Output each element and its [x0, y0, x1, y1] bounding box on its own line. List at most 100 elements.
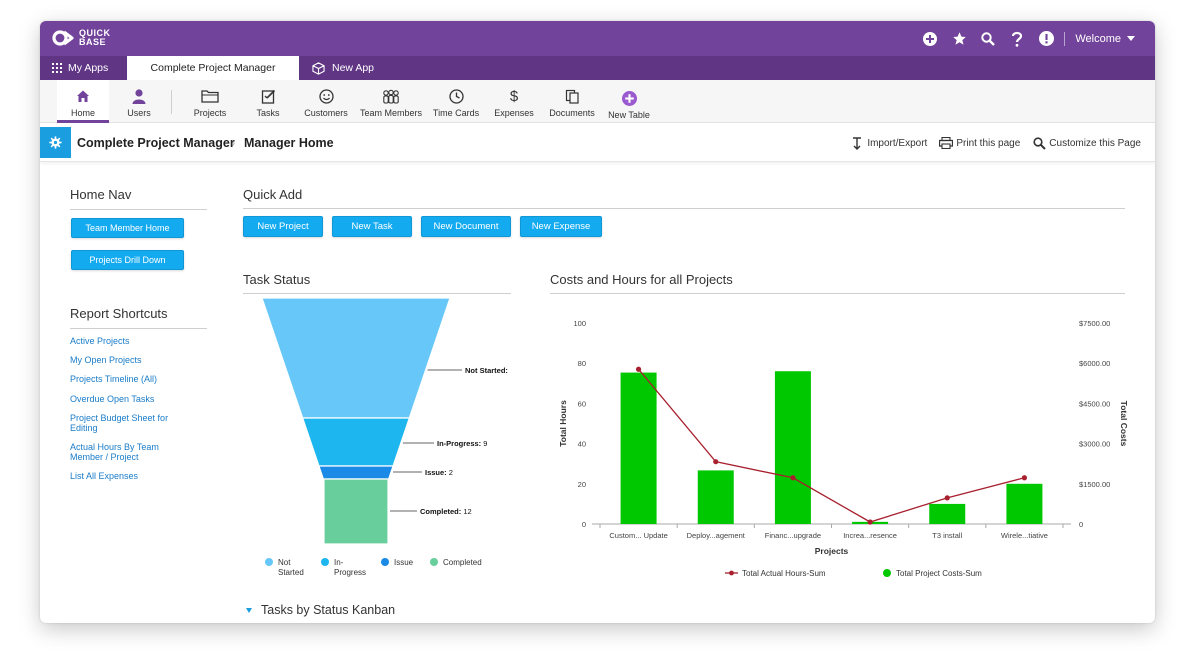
- bar: [620, 372, 657, 524]
- legend-label: Progress: [334, 568, 366, 577]
- toolbar-users[interactable]: Users: [114, 80, 164, 123]
- y2-axis-title: Total Costs: [1119, 401, 1129, 447]
- funnel-label-value: 12: [461, 507, 471, 516]
- report-shortcuts-title: Report Shortcuts: [70, 306, 168, 321]
- legend-label: Total Project Costs-Sum: [896, 569, 982, 578]
- funnel-segment-issue: [318, 465, 394, 480]
- breadcrumb-separator: ›: [232, 138, 235, 148]
- home-icon: [77, 90, 89, 102]
- link-active-projects[interactable]: Active Projects: [70, 336, 130, 346]
- toolbar-documents[interactable]: Documents: [547, 80, 597, 123]
- quickbase-logo[interactable]: QUICK BASE: [52, 28, 111, 48]
- toolbar-label: Documents: [549, 108, 595, 118]
- legend-swatch: [321, 558, 329, 566]
- toolbar-new-table[interactable]: New Table: [607, 80, 651, 123]
- costs-hours-divider: [550, 293, 1125, 294]
- toolbar-label: Expenses: [494, 108, 534, 118]
- active-app-label: Complete Project Manager: [150, 62, 276, 74]
- help-icon[interactable]: [1009, 31, 1025, 47]
- y-tick-label: 100: [573, 319, 586, 328]
- link-list-all-expenses[interactable]: List All Expenses: [70, 471, 139, 481]
- dollar-icon: $: [510, 88, 519, 104]
- x-tick-label: Deploy...agement: [687, 531, 746, 540]
- my-apps-label: My Apps: [68, 62, 109, 74]
- my-apps-tab[interactable]: My Apps: [52, 56, 108, 80]
- team-member-home-button[interactable]: Team Member Home: [71, 218, 184, 238]
- funnel-segment-completed: [322, 478, 390, 545]
- costs-hours-title: Costs and Hours for all Projects: [550, 272, 733, 287]
- task-status-title: Task Status: [243, 272, 311, 287]
- toolbar-time-cards[interactable]: Time Cards: [431, 80, 481, 123]
- new-expense-button[interactable]: New Expense: [520, 216, 602, 237]
- line-point: [1021, 475, 1028, 481]
- topbar-divider: [1064, 31, 1066, 46]
- link-overdue-open-tasks[interactable]: Overdue Open Tasks: [70, 394, 155, 404]
- legend-label: Issue: [394, 558, 414, 567]
- x-tick-label: Financ...upgrade: [765, 531, 821, 540]
- new-document-button[interactable]: New Document: [421, 216, 511, 237]
- new-project-button[interactable]: New Project: [243, 216, 323, 237]
- settings-button[interactable]: [40, 127, 71, 158]
- link-project-budget-sheet[interactable]: Project Budget Sheet for Editing: [70, 413, 169, 433]
- toolbar-team-members[interactable]: Team Members: [359, 80, 423, 123]
- logo-text-line1: QUICK: [79, 28, 111, 38]
- funnel-label-value: 9: [481, 439, 487, 448]
- user-icon: [132, 88, 146, 104]
- search-icon[interactable]: [980, 31, 996, 47]
- plus-circle-icon: [621, 90, 637, 106]
- y-tick-label: 0: [582, 520, 586, 529]
- toolbar-expenses[interactable]: $ Expenses: [491, 80, 537, 123]
- customize-page-button[interactable]: Customize this Page: [1032, 136, 1141, 150]
- kanban-title: Tasks by Status Kanban: [261, 603, 396, 617]
- toolbar-label: Projects: [193, 108, 227, 118]
- funnel-label-value: 2: [447, 468, 453, 477]
- legend-swatch: [430, 558, 438, 566]
- kanban-section-toggle[interactable]: Tasks by Status Kanban: [246, 603, 395, 617]
- toolbar-customers[interactable]: Customers: [301, 80, 351, 123]
- toolbar-tasks[interactable]: Tasks: [248, 80, 288, 123]
- collapse-triangle-icon: [246, 607, 252, 613]
- toolbar-home[interactable]: Home: [57, 80, 109, 123]
- logo-text-line2: BASE: [79, 37, 107, 47]
- legend-label: Started: [278, 568, 304, 577]
- new-task-button[interactable]: New Task: [332, 216, 412, 237]
- link-actual-hours[interactable]: Actual Hours By Team Member / Project: [70, 442, 159, 462]
- projects-drill-down-button[interactable]: Projects Drill Down: [71, 250, 184, 270]
- funnel-label: In-Progress: 9: [437, 439, 487, 448]
- new-app-label: New App: [332, 62, 375, 74]
- legend-line-dot: [729, 570, 734, 576]
- tab-complete-project-manager[interactable]: Complete Project Manager: [127, 56, 299, 80]
- smiley-icon: [318, 88, 334, 104]
- line-series: [638, 368, 1025, 523]
- app-tabs: My Apps Complete Project Manager New App: [40, 56, 1155, 80]
- import-export-button[interactable]: Import/Export: [850, 136, 927, 150]
- y-axis-title: Total Hours: [558, 400, 568, 447]
- print-page-label: Print this page: [956, 137, 1021, 149]
- add-icon[interactable]: [922, 31, 938, 47]
- report-shortcuts-divider: [70, 328, 207, 329]
- welcome-menu[interactable]: Welcome: [1075, 33, 1135, 45]
- new-app-tab[interactable]: New App: [312, 56, 374, 80]
- printer-icon: [939, 137, 954, 149]
- print-page-button[interactable]: Print this page: [939, 136, 1020, 150]
- import-export-label: Import/Export: [867, 137, 928, 149]
- gear-icon: [49, 136, 62, 149]
- task-status-funnel-chart: Not Started: In-Progress: 9 Issue: 2 Comple…: [261, 297, 508, 577]
- app-window: QUICK BASE Welcome: [40, 21, 1155, 623]
- star-icon[interactable]: [951, 31, 967, 47]
- toolbar-label: Users: [127, 108, 151, 118]
- x-tick-label: Increa...resence: [843, 531, 897, 540]
- team-icon: [383, 89, 399, 104]
- toolbar-projects[interactable]: Projects: [184, 80, 236, 123]
- legend-label: Not: [278, 558, 291, 567]
- link-projects-timeline[interactable]: Projects Timeline (All): [70, 374, 158, 384]
- page-title: Manager Home: [244, 136, 334, 150]
- bar: [1006, 483, 1043, 524]
- alert-icon[interactable]: [1038, 31, 1054, 47]
- funnel-label: Not Started:: [465, 366, 508, 375]
- legend-swatch: [381, 558, 389, 566]
- breadcrumb-app[interactable]: Complete Project Manager: [77, 136, 235, 150]
- page-actions: Import/Export Print this page Customize …: [838, 124, 1141, 162]
- task-status-divider: [243, 293, 511, 294]
- link-my-open-projects[interactable]: My Open Projects: [70, 355, 142, 365]
